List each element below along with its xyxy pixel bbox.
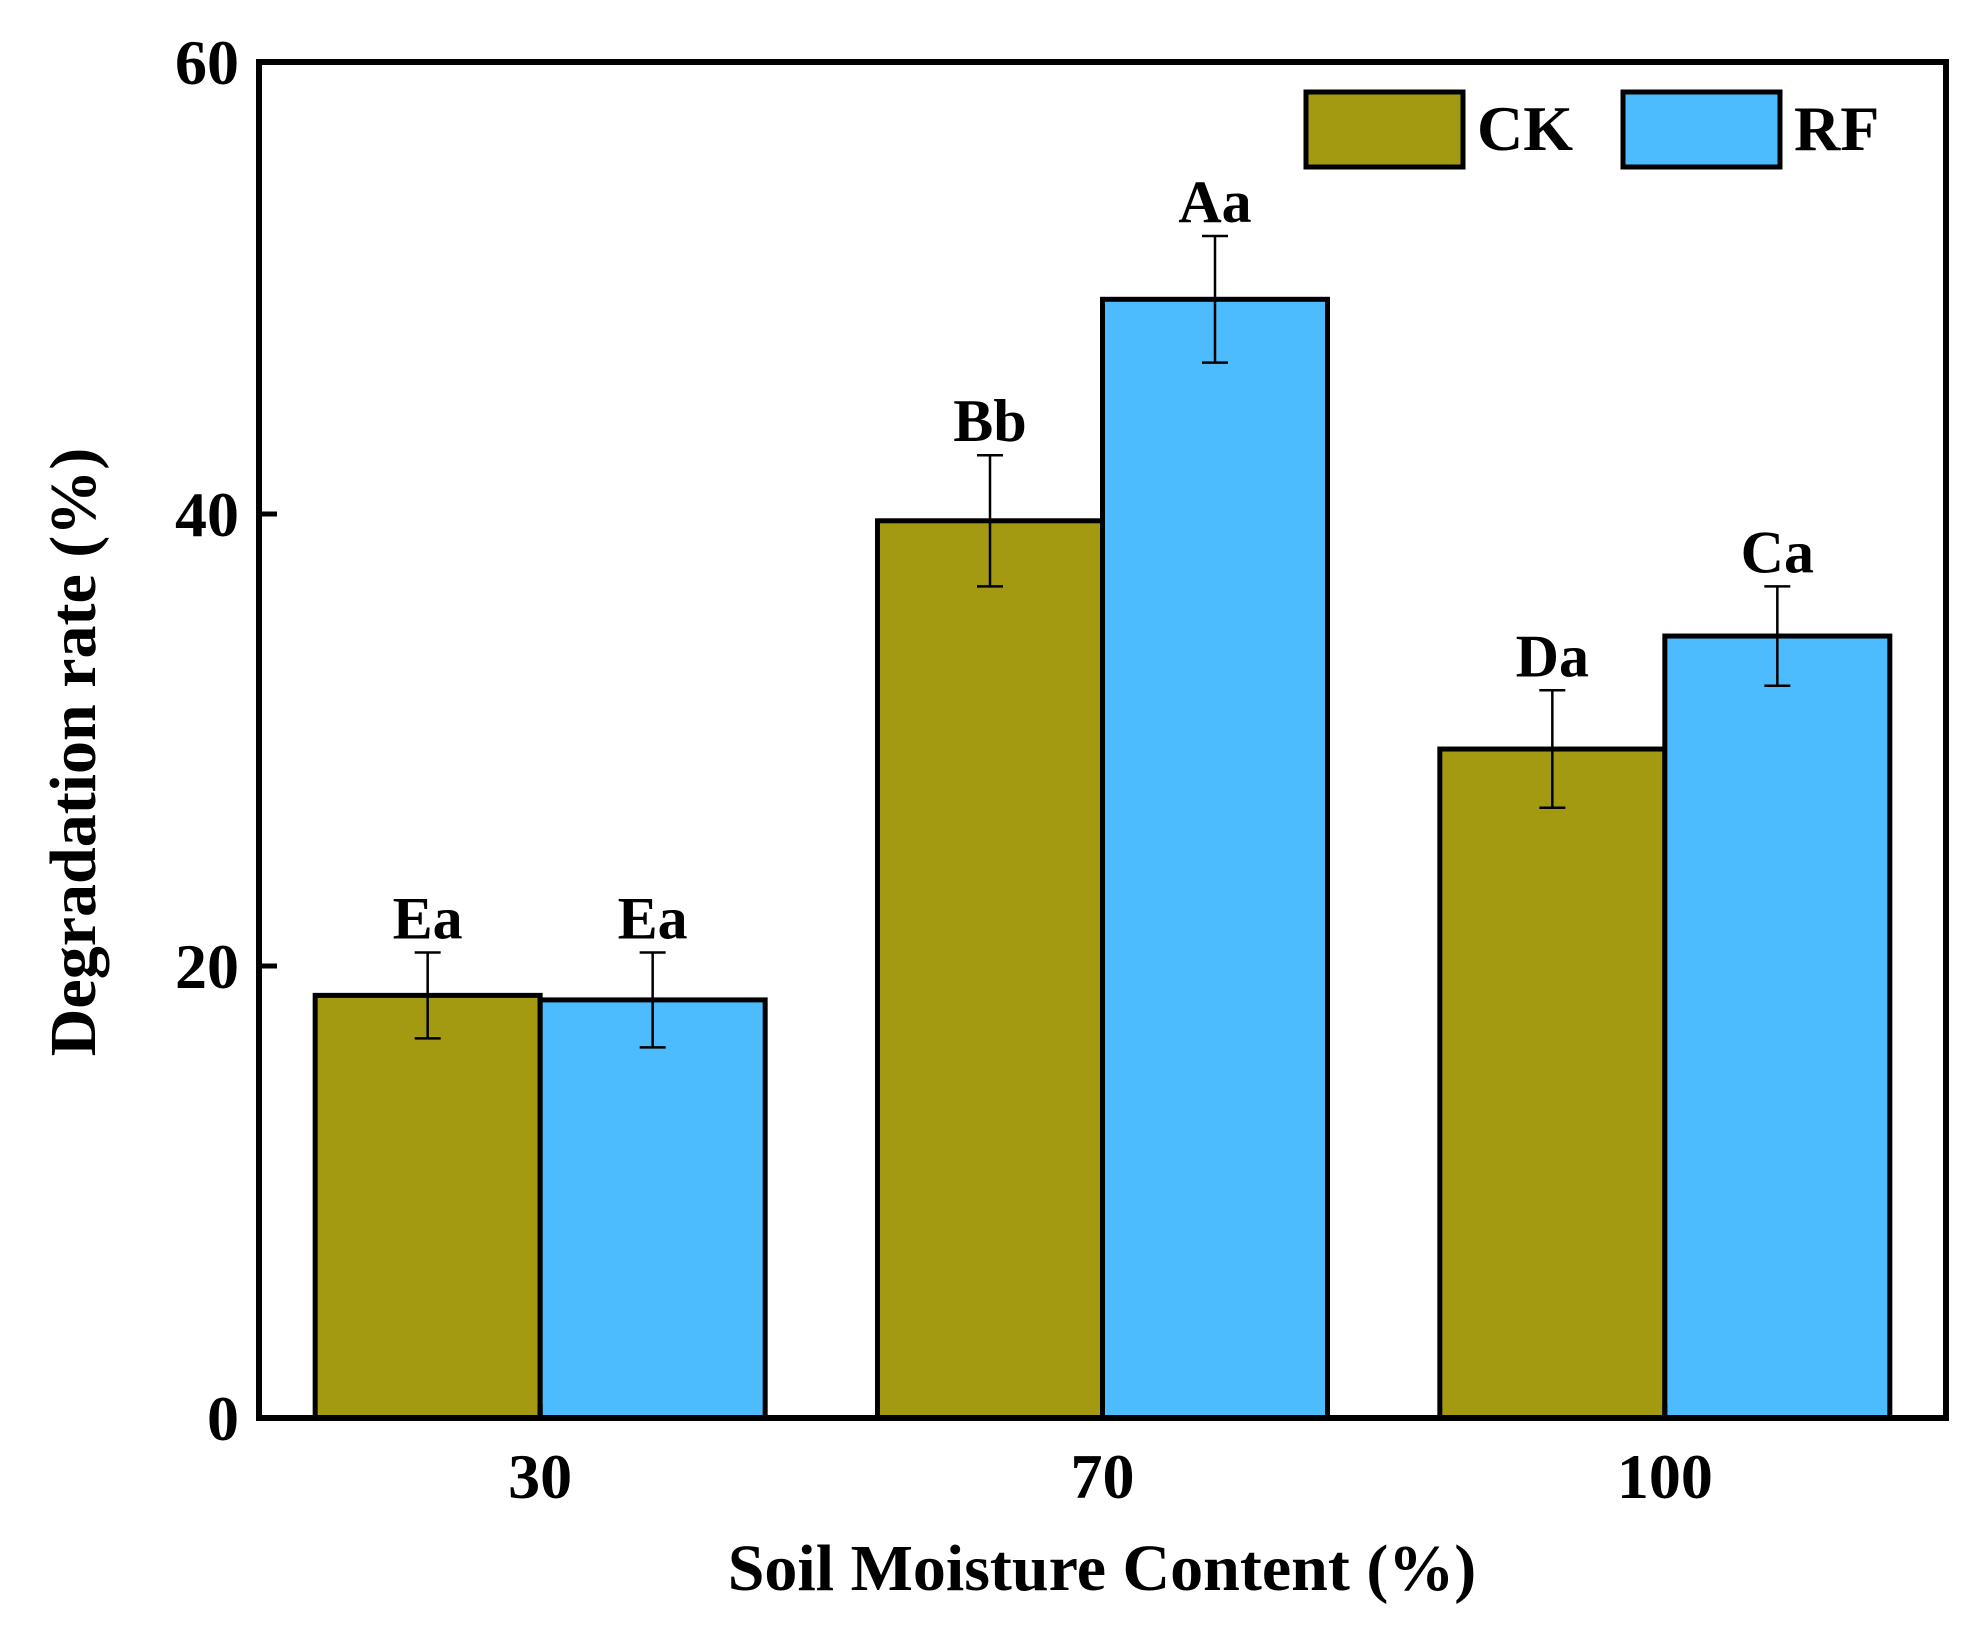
y-tick-label-60: 60: [175, 27, 239, 98]
significance-label-rf-30: Ea: [618, 885, 688, 951]
legend-label-rf: RF: [1794, 93, 1879, 164]
legend: CK RF: [1303, 89, 1879, 170]
significance-label-rf-70: Aa: [1178, 169, 1251, 235]
legend-label-ck: CK: [1477, 93, 1573, 164]
bar-ck-70: [875, 518, 1105, 1421]
bar-rf-30: [537, 997, 768, 1421]
bar-rf-100: [1662, 633, 1893, 1421]
y-tick-label-20: 20: [175, 931, 239, 1002]
bar-ck-100: [1437, 746, 1668, 1421]
x-axis-ticks: 30 70 100: [508, 1404, 1713, 1512]
y-axis-ticks: 0 20 40 60: [175, 27, 277, 1454]
x-tick-label-70: 70: [1071, 1441, 1135, 1512]
significance-label-ck-100: Da: [1516, 623, 1589, 689]
y-axis-title: Degradation rate (%): [37, 448, 110, 1057]
bars-layer: [312, 296, 1893, 1421]
x-axis-title: Soil Moisture Content (%): [728, 1532, 1477, 1605]
legend-swatch-rf: [1620, 89, 1783, 170]
bar-ck-30: [312, 992, 543, 1421]
significance-label-rf-100: Ca: [1741, 519, 1814, 585]
significance-label-ck-30: Ea: [393, 885, 463, 951]
error-bars-layer: [414, 234, 1791, 1049]
bar-rf-70: [1100, 296, 1330, 1421]
significance-label-ck-70: Bb: [953, 388, 1026, 454]
y-tick-label-0: 0: [207, 1383, 239, 1454]
legend-swatch-ck: [1303, 89, 1466, 170]
x-tick-label-100: 100: [1617, 1441, 1713, 1512]
x-tick-label-30: 30: [508, 1441, 572, 1512]
significance-labels-layer: Ea Ea Bb Aa Da Ca: [393, 169, 1814, 951]
y-tick-label-40: 40: [175, 479, 239, 550]
